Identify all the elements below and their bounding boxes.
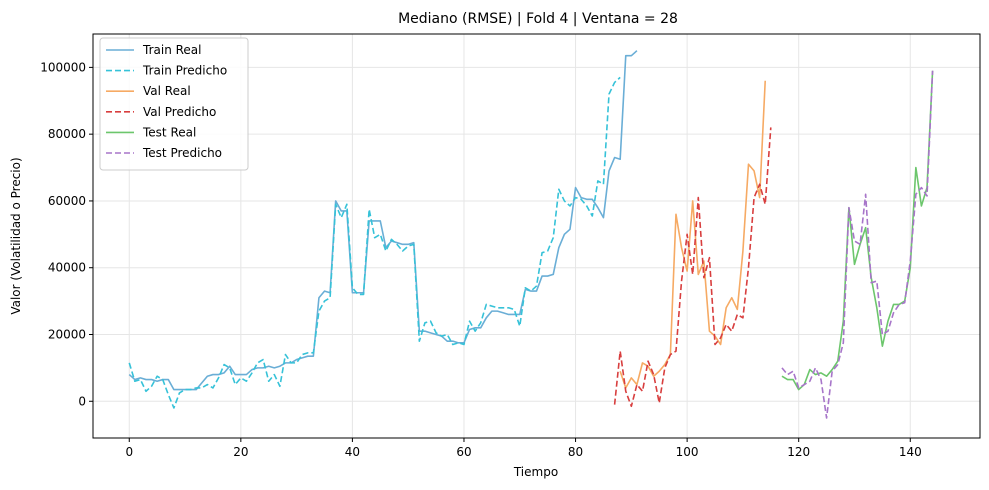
chart-title: Mediano (RMSE) | Fold 4 | Ventana = 28: [398, 11, 678, 27]
x-tick-label: 140: [899, 445, 922, 459]
y-tick-label: 80000: [48, 127, 86, 141]
x-axis-label: Tiempo: [513, 465, 558, 479]
legend-label-4: Test Real: [142, 125, 196, 139]
x-tick-label: 100: [676, 445, 699, 459]
legend: Train Real Train Predicho Val Real Val Pred…: [99, 37, 249, 171]
legend-label-0: Train Real: [142, 43, 201, 57]
grid: [93, 34, 980, 438]
x-tick-label: 0: [125, 445, 133, 459]
y-tick-label: 20000: [48, 327, 86, 341]
y-tick-label: 100000: [40, 60, 86, 74]
series-line-3: [613, 127, 772, 408]
legend-box: [99, 37, 249, 171]
y-tick-label: 60000: [48, 194, 86, 208]
x-tick-label: 60: [456, 445, 471, 459]
legend-label-3: Val Predicho: [143, 105, 216, 119]
y-tick-label: 40000: [48, 261, 86, 275]
y-axis-label: Valor (Volatilidad o Precio): [9, 157, 23, 314]
series-line-5: [781, 70, 934, 419]
series-lines: [128, 50, 934, 419]
legend-label-2: Val Real: [143, 84, 191, 98]
series-line-2: [619, 80, 767, 389]
plot-frame: [92, 33, 981, 439]
x-axis-ticks: 0 20 40 60 80 100 120 140: [125, 438, 922, 459]
x-tick-label: 120: [787, 445, 810, 459]
x-tick-label: 20: [233, 445, 248, 459]
legend-label-1: Train Predicho: [142, 64, 227, 78]
series-line-1: [128, 76, 621, 409]
legend-label-5: Test Predicho: [142, 146, 222, 160]
x-tick-label: 40: [345, 445, 360, 459]
y-tick-label: 0: [78, 394, 86, 408]
series-line-0: [128, 50, 638, 391]
y-axis-ticks: 0 20000 40000 60000 80000 100000: [40, 60, 93, 408]
x-tick-label: 80: [568, 445, 583, 459]
